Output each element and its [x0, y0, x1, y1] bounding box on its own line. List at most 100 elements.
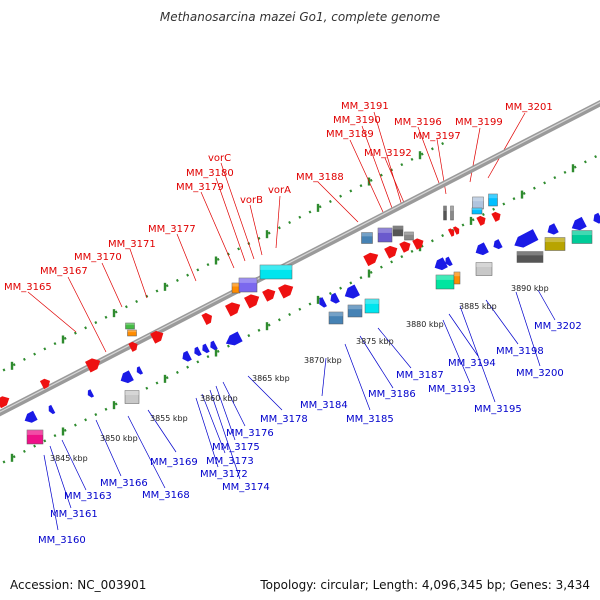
tick-dot	[492, 207, 496, 211]
forward-gene-label: MM_3180	[186, 168, 234, 179]
gene-arrow	[48, 404, 56, 415]
kbp-tick-label: 3875 kbp	[356, 337, 394, 346]
leader-reverse	[209, 389, 241, 480]
tick-dot	[420, 152, 424, 156]
gene-block	[127, 329, 137, 337]
gene-block	[259, 264, 293, 280]
reverse-gene-label: MM_3166	[100, 478, 148, 489]
leader-forward	[215, 177, 246, 262]
tick-dot	[22, 357, 26, 361]
gene-block-shine	[404, 232, 414, 235]
tick-dot	[318, 205, 322, 209]
leader-forward	[129, 248, 148, 299]
kbp-tick-label: 3850 kbp	[100, 434, 138, 443]
tick-dot	[502, 202, 506, 206]
gene-block	[516, 251, 544, 263]
leader-reverse	[215, 385, 236, 441]
tick-major	[163, 374, 167, 383]
gene-block-shine	[127, 330, 137, 333]
leader-forward	[361, 125, 393, 209]
leader-forward	[275, 195, 281, 249]
tick-dot	[369, 178, 373, 182]
gene-arrow	[210, 340, 218, 351]
leader-reverse	[195, 397, 219, 468]
leader-reverse	[515, 291, 541, 367]
gene-block-shine	[517, 251, 543, 256]
gene-arrow	[194, 346, 202, 357]
kbp-tick-label: 3865 kbp	[252, 374, 290, 383]
tick-dot	[379, 173, 383, 177]
tick-dot	[390, 260, 394, 264]
gene-arrow	[344, 284, 360, 299]
gene-block	[475, 262, 493, 276]
leader-forward	[200, 191, 235, 269]
reverse-gene-label: MM_3184	[300, 400, 348, 411]
tick-dot	[94, 321, 98, 325]
tick-dot	[165, 376, 169, 380]
gene-block	[571, 230, 593, 244]
leader-reverse	[344, 343, 371, 411]
gene-arrow	[399, 241, 411, 253]
tick-major	[61, 427, 65, 436]
gene-block-shine	[454, 272, 460, 277]
tick-dot	[328, 291, 332, 295]
kbp-tick-label: 3885 kbp	[459, 302, 497, 311]
gene-arrow	[475, 242, 489, 256]
gene-arrow	[571, 216, 587, 231]
tick-dot	[400, 163, 404, 167]
tick-dot	[308, 210, 312, 214]
tick-dot	[175, 370, 179, 374]
leader-reverse	[49, 445, 72, 509]
tick-dot	[410, 249, 414, 253]
gene-block	[364, 298, 380, 314]
gene-block-shine	[329, 312, 343, 317]
reverse-gene-label: MM_3187	[396, 370, 444, 381]
tick-dot	[379, 265, 383, 269]
forward-gene-label: MM_3171	[108, 239, 156, 250]
leader-forward	[469, 127, 481, 183]
gene-arrow	[262, 288, 276, 302]
leader-reverse	[201, 393, 226, 454]
map-title: Methanosarcina mazei Go1, complete genom…	[159, 10, 441, 24]
tick-dot	[22, 449, 26, 453]
gene-block	[453, 271, 461, 285]
tick-dot	[461, 223, 465, 227]
tick-dot	[563, 170, 567, 174]
tick-dot	[104, 315, 108, 319]
tick-dot	[298, 215, 302, 219]
gene-block-shine	[239, 278, 257, 283]
gene-block-shine	[125, 323, 135, 326]
gene-block-shine	[260, 265, 292, 270]
gene-arrow	[0, 396, 10, 409]
tick-dot	[2, 368, 6, 372]
gene-arrow	[278, 284, 294, 299]
tick-major	[10, 361, 14, 370]
gene-block	[328, 311, 344, 325]
forward-gene-label: MM_3191	[341, 101, 389, 112]
kbp-scale: 3845 kbp 3850 kbp 3855 kbp 3860 kbp 3865 kbp…	[50, 284, 549, 463]
reverse-gene-label: MM_3174	[222, 482, 270, 493]
tick-major	[112, 309, 116, 318]
tick-dot	[369, 270, 373, 274]
gene-block-shine	[232, 283, 240, 287]
kbp-tick-label: 3855 kbp	[150, 414, 188, 423]
leader-forward	[384, 157, 406, 206]
tick-dot	[267, 231, 271, 235]
tick-dot	[33, 352, 37, 356]
gene-block-shine	[545, 237, 565, 243]
reverse-gene-label: MM_3163	[64, 491, 112, 502]
reverse-gene-label: MM_3185	[346, 414, 394, 425]
tick-dot	[267, 323, 271, 327]
leader-reverse	[95, 419, 122, 477]
tick-dot	[339, 286, 343, 290]
tick-dot	[237, 247, 241, 251]
genome-summary: Topology: circular; Length: 4,096,345 bp…	[260, 578, 590, 592]
forward-gene-label: vorB	[240, 195, 263, 206]
tick-dot	[2, 460, 6, 464]
gene-block-shine	[472, 197, 484, 202]
gene-arrow	[24, 410, 38, 423]
tick-major	[214, 256, 218, 265]
reverse-gene-label: MM_3168	[142, 490, 190, 501]
gene-block	[450, 205, 454, 221]
leader-reverse	[61, 439, 87, 491]
